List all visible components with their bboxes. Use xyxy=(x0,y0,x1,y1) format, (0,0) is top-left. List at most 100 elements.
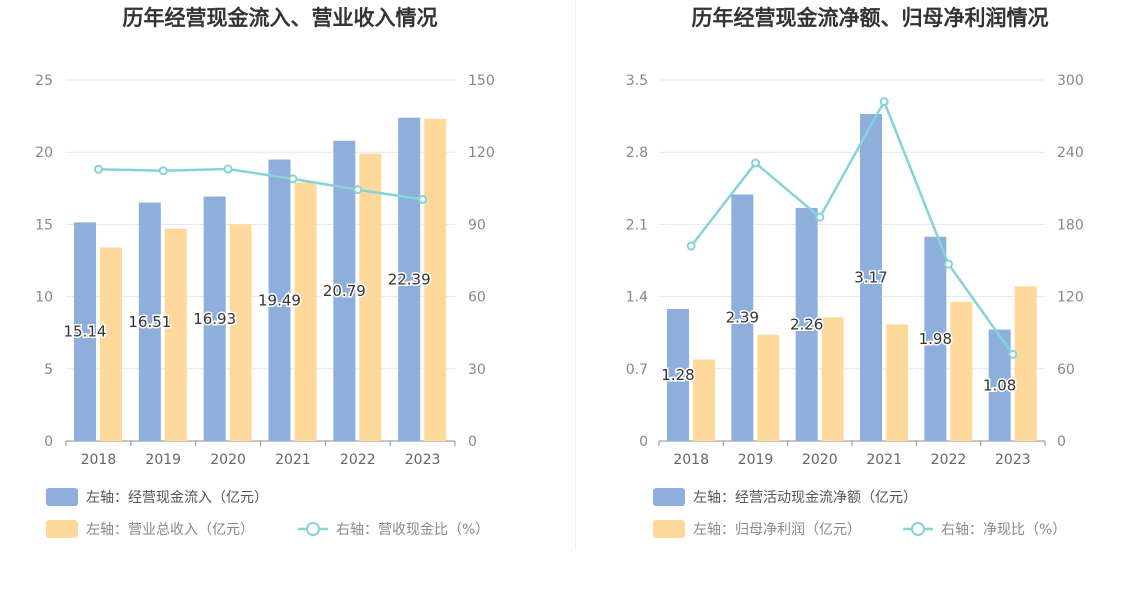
legend-swatch-ratio-point xyxy=(306,522,320,536)
ratio-line-point xyxy=(223,164,233,174)
x-axis-tick-label: 2021 xyxy=(275,452,311,468)
bar-data-label: 16.51 xyxy=(128,313,171,331)
bar-cash-inflow xyxy=(333,140,356,441)
bar-cash-inflow xyxy=(74,222,96,441)
x-axis-tick-label: 2020 xyxy=(802,452,838,468)
left-axis-tick-label: 0.7 xyxy=(626,362,648,378)
bar-revenue xyxy=(424,118,447,441)
left-axis-tick-label: 0 xyxy=(639,434,648,450)
bar-cash-inflow xyxy=(795,207,818,441)
ratio-line-point xyxy=(879,97,889,107)
x-axis-tick-label: 2020 xyxy=(210,452,246,468)
bar-cash-inflow xyxy=(988,329,1011,441)
x-axis-tick-label: 2018 xyxy=(81,452,117,468)
right-axis-tick-label: 180 xyxy=(1057,217,1084,233)
bar-cash-inflow xyxy=(667,308,689,441)
bar-data-label: 1.08 xyxy=(983,376,1016,394)
right-axis-tick-label: 120 xyxy=(1057,290,1084,306)
right-axis-tick-label: 90 xyxy=(468,217,486,233)
bar-revenue xyxy=(164,228,187,441)
bar-revenue xyxy=(294,182,317,442)
left-axis-tick-label: 5 xyxy=(44,362,53,378)
bar-cash-inflow xyxy=(138,202,161,441)
bar-cash-inflow xyxy=(860,114,882,441)
bar-revenue xyxy=(950,301,973,441)
x-axis-tick-label: 2022 xyxy=(340,452,376,468)
bar-revenue xyxy=(229,224,252,441)
legend-swatch-ratio-point xyxy=(911,522,925,536)
bar-revenue xyxy=(693,359,715,441)
bar-cash-inflow xyxy=(924,236,947,441)
ratio-line-point xyxy=(93,164,103,174)
ratio-line-point xyxy=(158,166,168,176)
right-axis-tick-label: 120 xyxy=(468,145,495,161)
ratio-line-point xyxy=(686,241,696,251)
bar-data-label: 3.17 xyxy=(854,269,887,287)
ratio-line-point xyxy=(1008,349,1018,359)
bar-revenue xyxy=(821,317,844,441)
bar-data-label: 2.39 xyxy=(726,309,759,327)
right-axis-tick-label: 300 xyxy=(1057,73,1084,89)
bar-revenue xyxy=(100,247,122,441)
legend-label: 右轴：净现比（%） xyxy=(941,522,1066,538)
right-axis-tick-label: 60 xyxy=(1057,362,1075,378)
chart-panel-right: 历年经营现金流净额、归母净利润情况 0 0 0.7 60 1.4 120 2.1 180 2.8 2… xyxy=(576,0,1148,560)
x-axis-tick-label: 2023 xyxy=(405,452,441,468)
left-axis-tick-label: 2.1 xyxy=(626,217,648,233)
bar-revenue xyxy=(757,334,780,441)
bar-data-label: 19.49 xyxy=(258,291,301,309)
bar-data-label: 1.28 xyxy=(661,366,694,384)
legend-label: 左轴：归母净利润（亿元） xyxy=(693,521,861,538)
x-axis-tick-label: 2019 xyxy=(738,452,774,468)
left-axis-tick-label: 2.8 xyxy=(626,145,648,161)
bar-data-label: 15.14 xyxy=(64,323,107,341)
ratio-line-point xyxy=(944,259,953,269)
legend-label: 左轴：经营活动现金流净额（亿元） xyxy=(693,490,917,506)
ratio-line xyxy=(690,98,1014,356)
bar-data-label: 1.98 xyxy=(919,330,952,348)
ratio-line xyxy=(98,167,423,201)
right-axis-tick-label: 0 xyxy=(1057,434,1066,450)
right-axis-tick-label: 240 xyxy=(1057,145,1084,161)
left-axis-tick-label: 25 xyxy=(35,73,53,89)
left-axis-tick-label: 10 xyxy=(35,290,53,306)
bar-revenue xyxy=(1014,286,1037,441)
x-axis-tick-label: 2019 xyxy=(145,452,181,468)
left-axis-tick-label: 3.5 xyxy=(626,73,648,89)
legend-swatch-revenue xyxy=(46,520,78,538)
bar-data-label: 2.26 xyxy=(790,315,823,333)
chart-right: 历年经营现金流净额、归母净利润情况 0 0 0.7 60 1.4 120 2.1 180 2.8 2… xyxy=(626,6,1084,538)
legend-label: 左轴：营业总收入（亿元） xyxy=(86,522,254,538)
bar-data-label: 20.79 xyxy=(323,282,366,300)
left-axis-tick-label: 1.4 xyxy=(626,290,648,306)
ratio-line-point xyxy=(751,158,760,168)
bar-data-label: 22.39 xyxy=(388,270,431,288)
x-axis-tick-label: 2021 xyxy=(866,452,902,468)
bar-cash-inflow xyxy=(203,196,226,441)
bar-revenue xyxy=(359,153,382,442)
left-axis-tick-label: 0 xyxy=(44,434,53,450)
panel-divider xyxy=(575,0,576,550)
right-axis-tick-label: 30 xyxy=(468,362,486,378)
legend-swatch-cash-inflow xyxy=(653,488,685,506)
legend-swatch-cash-inflow xyxy=(46,488,78,506)
x-axis-tick-label: 2022 xyxy=(931,452,967,468)
right-axis-tick-label: 60 xyxy=(468,290,486,306)
bar-revenue xyxy=(886,324,908,441)
right-axis-tick-label: 0 xyxy=(468,434,477,450)
bar-cash-inflow xyxy=(731,194,754,441)
chart-title: 历年经营现金流净额、归母净利润情况 xyxy=(692,6,1049,30)
ratio-line-point xyxy=(815,212,825,222)
left-axis-tick-label: 15 xyxy=(35,217,53,233)
chart-panel-left: 历年经营现金流入、营业收入情况 0 0 5 30 10 60 15 90 20 120 25 150 20… xyxy=(0,0,574,560)
ratio-line-point xyxy=(353,185,363,195)
left-axis-tick-label: 20 xyxy=(35,145,53,161)
bar-cash-inflow xyxy=(268,159,291,442)
x-axis-tick-label: 2023 xyxy=(995,452,1031,468)
right-axis-tick-label: 150 xyxy=(468,73,495,89)
ratio-line-point xyxy=(288,174,298,184)
legend-label: 左轴：经营现金流入（亿元） xyxy=(86,490,268,506)
bar-data-label: 16.93 xyxy=(193,310,236,328)
ratio-line-point xyxy=(418,194,428,204)
x-axis-tick-label: 2018 xyxy=(673,452,709,468)
